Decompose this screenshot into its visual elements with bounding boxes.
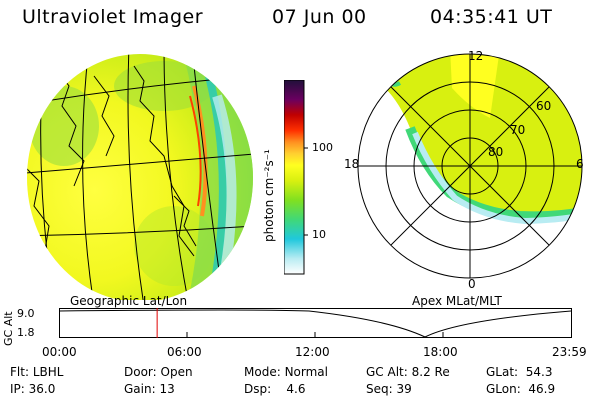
status-ip-value: 36.0 [28,382,56,396]
altitude-ytick-1.8: 1.8 [17,326,35,339]
status-glon-key: GLon: [486,382,521,396]
status-ip-key: IP: [10,382,25,396]
polar-mlt-6: 6 [576,157,584,171]
status-gcalt: GC Alt: 8.2 Re [366,365,450,379]
colorbar-unit-label: photon cm⁻²s⁻¹ [262,149,276,242]
altitude-xtick-2: 12:00 [295,345,330,359]
status-flt-value: LBHL [32,365,64,379]
polar-mlt-12: 12 [468,49,483,63]
altitude-ylabel: GC Alt [2,311,15,346]
apex-label: Apex MLat/MLT [412,294,502,308]
date-label: 07 Jun 00 [272,6,367,28]
geographic-label: Geographic Lat/Lon [70,294,188,308]
colorbar [284,80,308,275]
status-mode-key: Mode: [244,365,281,379]
status-flt: Flt: LBHL [10,365,63,379]
altitude-xtick-4: 23:59 [552,345,587,359]
status-dsp-key: Dsp: [244,382,272,396]
status-dsp-value: 4.6 [286,382,306,396]
polar-mlt-0: 0 [468,277,476,288]
altitude-curve [59,309,572,338]
altitude-ytick-9: 9.0 [17,307,35,320]
status-flt-key: Flt: [10,365,29,379]
status-door-value: Open [160,365,193,379]
status-gcalt-value: 8.2 Re [411,365,450,379]
status-glon: GLon: 46.9 [486,382,555,396]
status-glon-value: 46.9 [528,382,556,396]
status-gain-value: 13 [159,382,175,396]
colorbar-tick-10: 10 [312,228,326,241]
status-door: Door: Open [124,365,193,379]
polar-lat-60: 60 [536,99,551,113]
status-seq: Seq: 39 [366,382,412,396]
status-glat: GLat: 54.3 [486,365,552,379]
time-label: 04:35:41 UT [430,6,553,28]
status-gcalt-key: GC Alt: [366,365,408,379]
polar-plot: 80 70 60 12 18 6 0 [344,49,584,288]
polar-lat-70: 70 [510,123,525,137]
colorbar-tick-100: 100 [312,141,333,154]
status-glat-key: GLat: [486,365,519,379]
status-mode-value: Normal [284,365,328,379]
status-seq-value: 39 [396,382,412,396]
status-gain-key: Gain: [124,382,156,396]
geographic-image [27,54,253,300]
status-mode: Mode: Normal [244,365,328,379]
altitude-xtick-1: 06:00 [167,345,202,359]
status-seq-key: Seq: [366,382,393,396]
status-dsp: Dsp: 4.6 [244,382,306,396]
altitude-xtick-3: 18:00 [423,345,458,359]
status-glat-value: 54.3 [525,365,553,379]
status-door-key: Door: [124,365,157,379]
status-ip: IP: 36.0 [10,382,55,396]
instrument-title: Ultraviolet Imager [22,6,204,28]
polar-mlt-18: 18 [344,157,359,171]
altitude-plot [59,308,572,338]
altitude-xtick-0: 00:00 [42,345,77,359]
polar-lat-80: 80 [488,145,503,159]
status-gain: Gain: 13 [124,382,175,396]
